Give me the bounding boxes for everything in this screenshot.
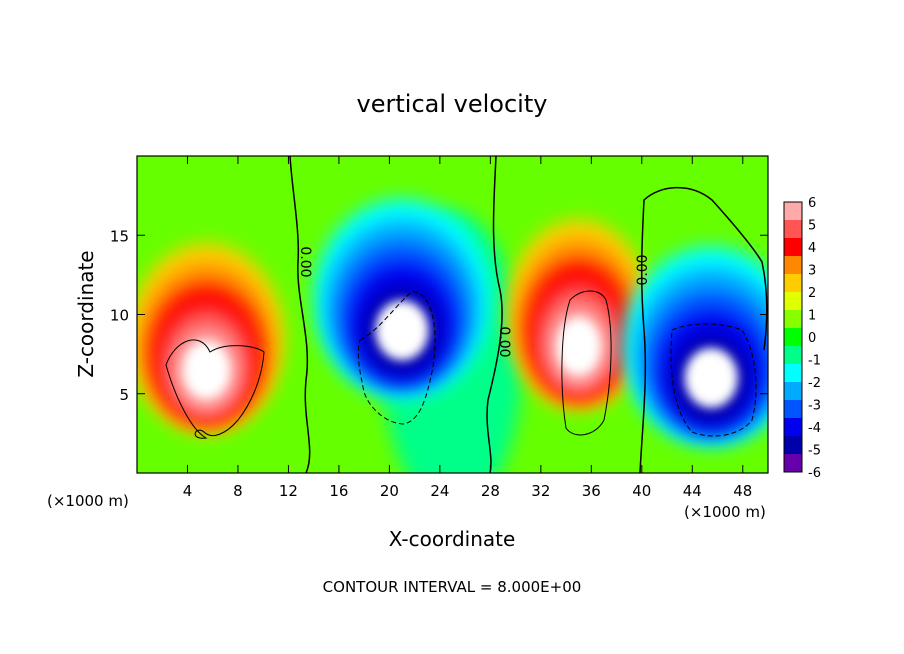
chart-title: vertical velocity — [357, 90, 548, 118]
x-tick-label-16: 16 — [329, 482, 348, 500]
colorbar-label-7: 0 — [808, 331, 816, 346]
x-tick-label-24: 24 — [430, 482, 449, 500]
velocity-cell-3 — [506, 219, 651, 410]
x-units-right: (×1000 m) — [684, 503, 766, 521]
x-tick-label-36: 36 — [582, 482, 601, 500]
colorbar-label-2: 5 — [808, 219, 816, 234]
colorbar-swatch-8 — [784, 328, 802, 347]
colorbar-label-9: -2 — [808, 376, 821, 391]
downdraft-contour-1 — [357, 291, 436, 425]
colorbar-swatch-2 — [784, 220, 802, 239]
colorbar-swatch-13 — [784, 418, 802, 437]
y-tick-label-10: 10 — [110, 307, 129, 325]
x-tick-label-12: 12 — [279, 482, 298, 500]
zero-contour-line-1 — [289, 156, 311, 473]
plot-area — [137, 156, 768, 473]
x-tick-label-8: 8 — [233, 482, 243, 500]
colorbar-swatch-3 — [784, 238, 802, 257]
updraft-contour-2 — [561, 290, 612, 436]
colorbar-label-13: -6 — [808, 466, 821, 481]
x-axis-label: X-coordinate — [389, 527, 516, 551]
colorbar-label-12: -5 — [808, 444, 821, 459]
x-tick-label-48: 48 — [733, 482, 752, 500]
zero-contour-line-2 — [486, 156, 503, 473]
colorbar-label-4: 3 — [808, 264, 816, 279]
colorbar-swatch-9 — [784, 346, 802, 365]
x-tick-label-20: 20 — [380, 482, 399, 500]
colorbar-swatch-5 — [784, 274, 802, 293]
velocity-cell-1 — [137, 243, 285, 434]
colorbar-swatch-11 — [784, 382, 802, 401]
colorbar-swatch-12 — [784, 400, 802, 419]
contour-label-1: 0.00 — [297, 246, 313, 277]
velocity-cell-4-level-6 — [684, 347, 738, 408]
colorbar-swatch-6 — [784, 292, 802, 311]
colorbar-swatch-7 — [784, 310, 802, 329]
x-tick-label-28: 28 — [481, 482, 500, 500]
contour-label-2: 0.00 — [496, 326, 512, 357]
y-axis-ticks: 5 10 15 — [110, 227, 768, 404]
colorbar-label-5: 2 — [808, 286, 816, 301]
y-axis-label: Z-coordinate — [74, 250, 98, 377]
colorbar-label-8: -1 — [808, 354, 821, 369]
contour-label-3: 0.00 — [635, 254, 651, 285]
updraft-contour-1 — [165, 339, 265, 439]
velocity-cell-3-level-6 — [557, 317, 601, 375]
y-tick-label-5: 5 — [119, 386, 129, 404]
colorbar-label-3: 4 — [808, 241, 816, 256]
contour-label-group: 0.00 0.00 0.00 — [297, 246, 651, 357]
colorbar-swatch-14 — [784, 436, 802, 455]
x-tick-label-44: 44 — [683, 482, 702, 500]
colorbar-label-11: -4 — [808, 421, 821, 436]
x-tick-label-40: 40 — [632, 482, 651, 500]
x-axis-ticks: 4 8 12 16 20 24 28 32 36 40 44 48 — [183, 156, 752, 500]
colorbar: 6 5 4 3 2 1 0 -1 -2 -3 -4 -5 -6 — [783, 196, 821, 481]
colorbar-label-1: 6 — [808, 196, 816, 211]
x-tick-label-4: 4 — [183, 482, 193, 500]
zero-contours — [165, 156, 768, 473]
velocity-cell-1-level-6 — [183, 341, 230, 399]
colorbar-swatch-10 — [784, 364, 802, 383]
colorbar-label-10: -3 — [808, 399, 821, 414]
colorbar-frame — [783, 201, 803, 473]
y-tick-label-15: 15 — [110, 227, 129, 245]
colorbar-swatch-15 — [784, 454, 802, 473]
velocity-cell-2-level-6 — [375, 300, 429, 361]
colorbar-label-6: 1 — [808, 309, 816, 324]
x-units-left: (×1000 m) — [47, 492, 129, 510]
colorbar-swatch-4 — [784, 256, 802, 275]
x-tick-label-32: 32 — [531, 482, 550, 500]
colorbar-swatch-1 — [784, 202, 802, 221]
velocity-cell-2 — [313, 198, 491, 399]
velocity-field — [137, 198, 768, 473]
contour-interval-footer: CONTOUR INTERVAL = 8.000E+00 — [323, 578, 582, 596]
velocity-cell-4 — [622, 246, 768, 447]
zero-contour-line-3 — [639, 186, 768, 473]
downdraft-contour-2 — [670, 323, 757, 437]
